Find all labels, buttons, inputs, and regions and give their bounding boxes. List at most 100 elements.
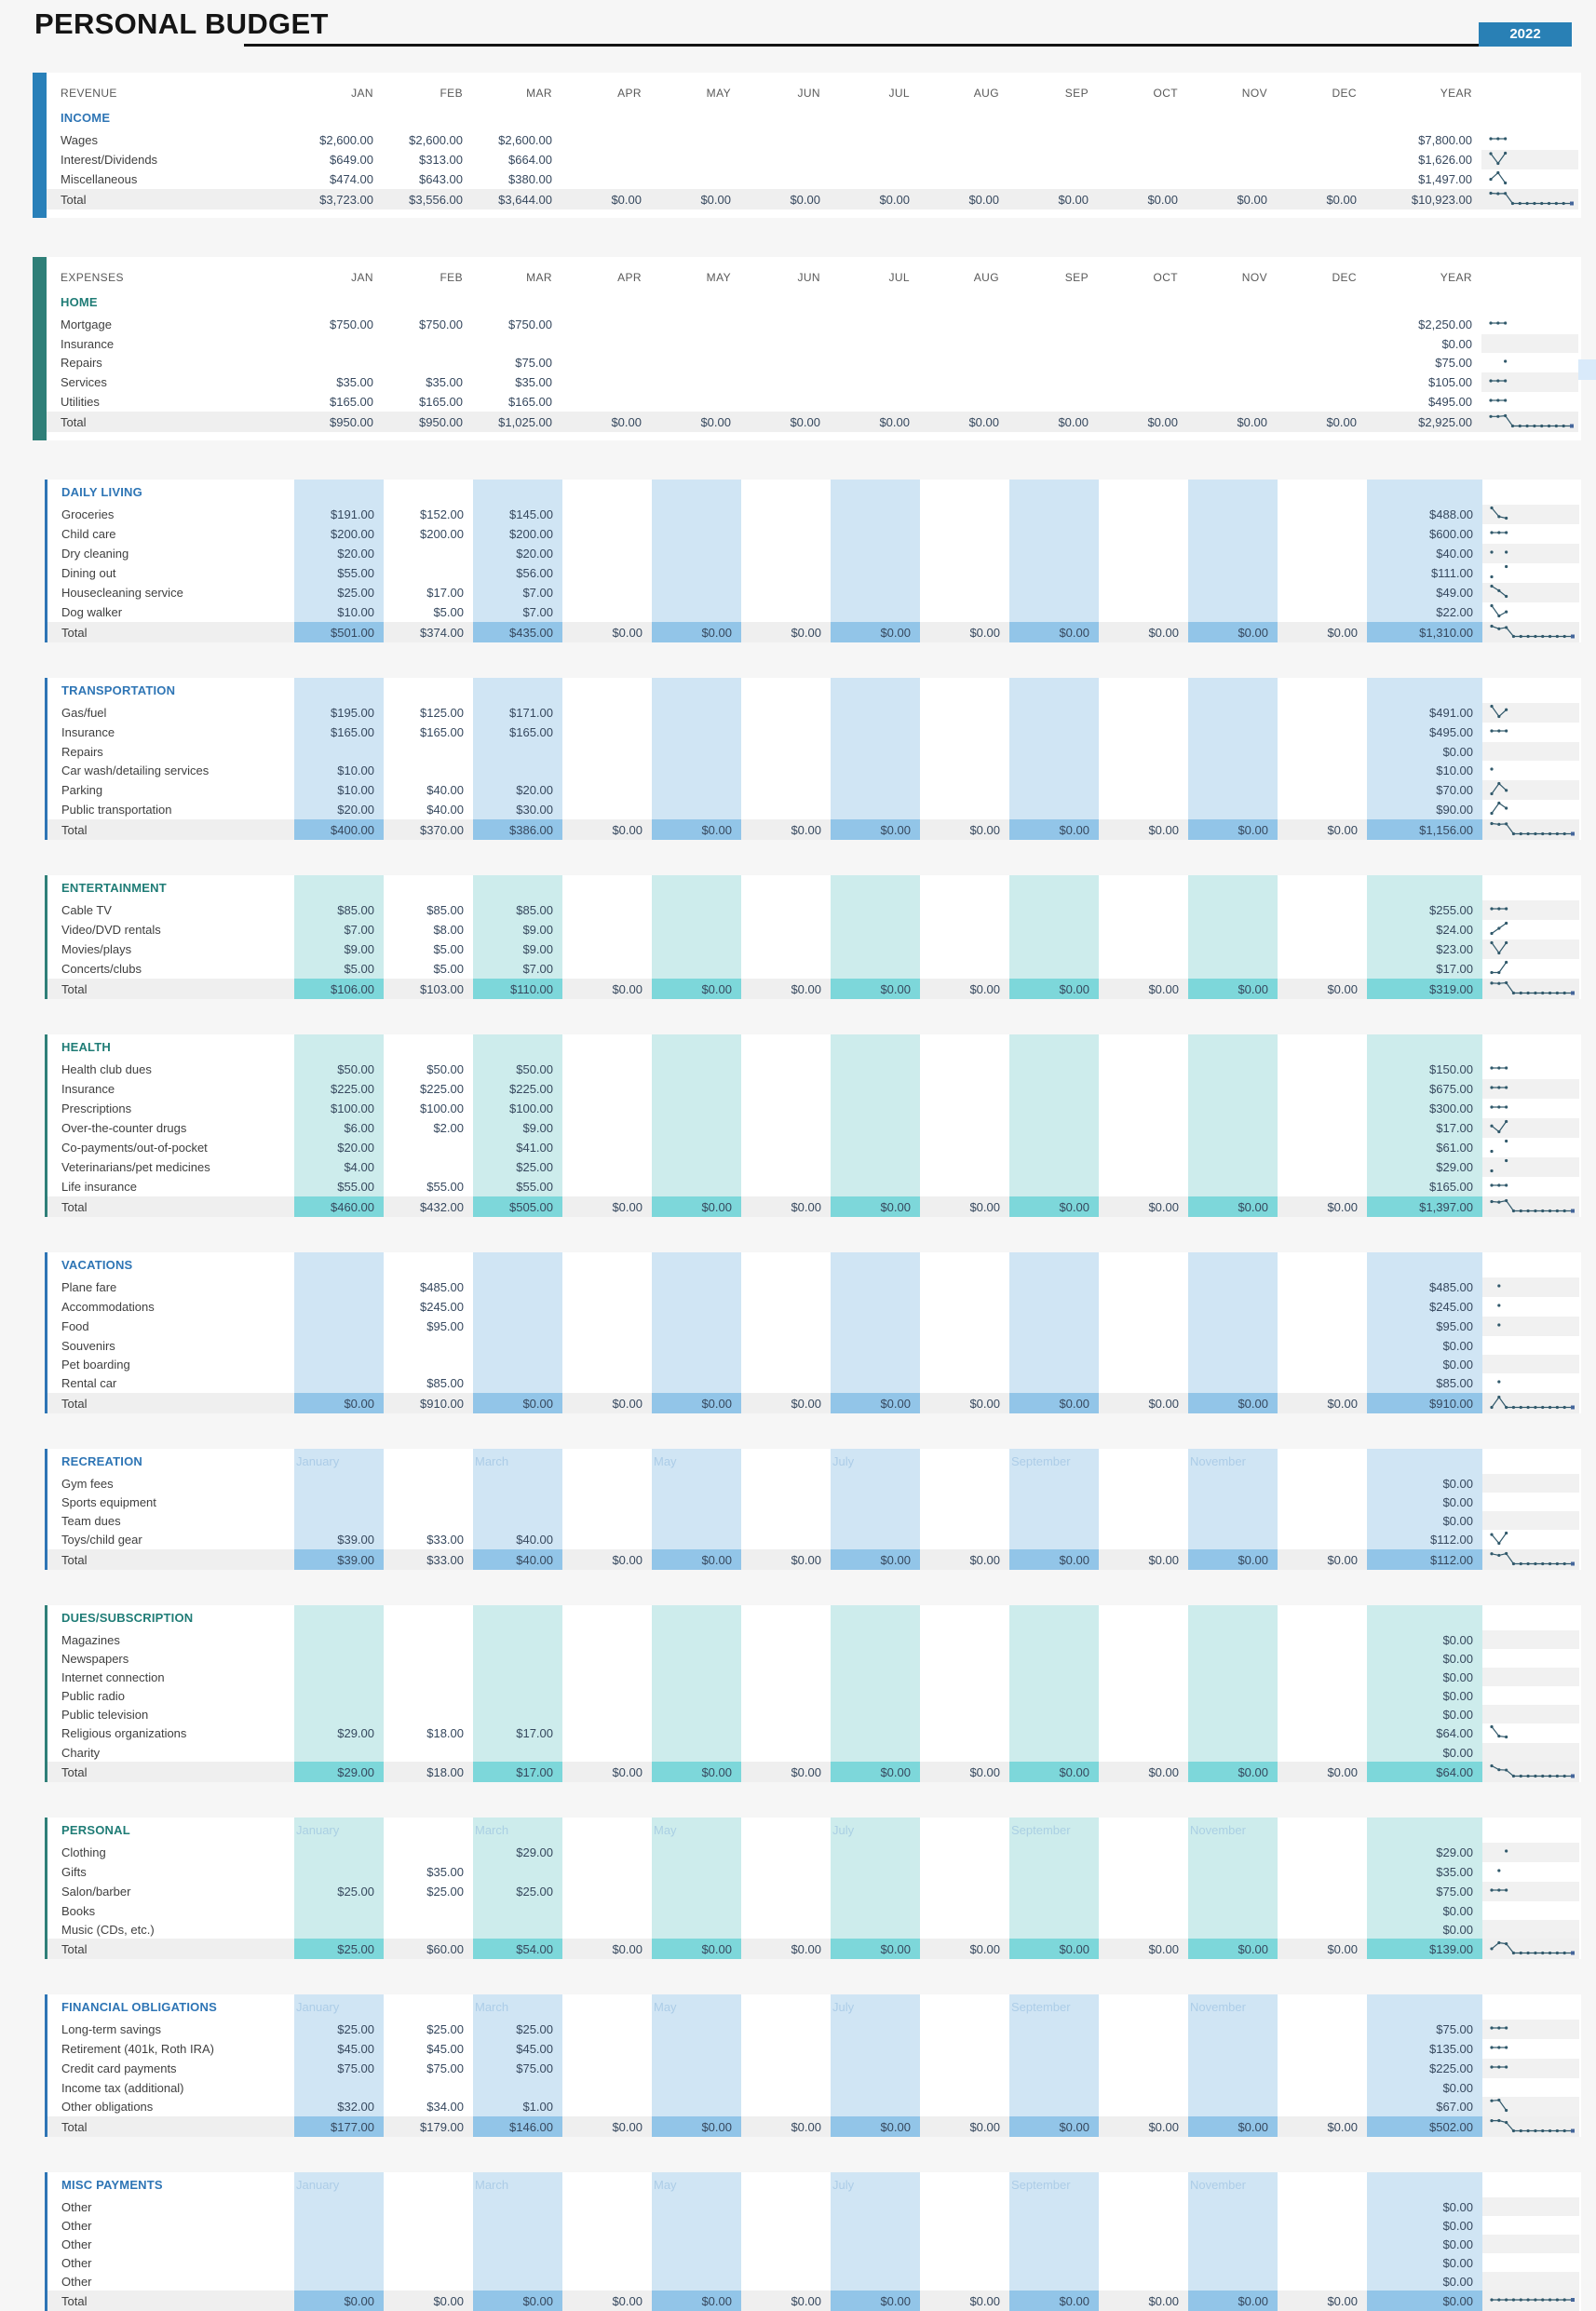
month-value-cell[interactable]	[1188, 1317, 1278, 1336]
spark-cell[interactable]	[1482, 563, 1579, 583]
month-value-cell[interactable]	[294, 1668, 384, 1686]
month-value-cell[interactable]	[1009, 2059, 1099, 2078]
month-value-cell[interactable]	[740, 169, 830, 189]
month-value-cell[interactable]: $152.00	[420, 507, 464, 521]
month-cell[interactable]	[1099, 1605, 1188, 1630]
spark-cell[interactable]	[1482, 1630, 1579, 1649]
total-label-cell[interactable]: Total	[47, 819, 294, 840]
row-label-cell[interactable]: Video/DVD rentals	[61, 923, 161, 937]
month-value-cell[interactable]	[561, 334, 651, 353]
month-value-cell[interactable]	[652, 1060, 741, 1079]
total-label-cell[interactable]: Total	[47, 1549, 294, 1570]
total-value-cell[interactable]: $0.00	[1009, 1549, 1099, 1570]
month-value-cell[interactable]	[831, 1901, 920, 1920]
month-value-cell[interactable]: $25.00	[294, 2020, 384, 2039]
year-value-cell[interactable]: $491.00	[1367, 703, 1482, 723]
month-value-cell[interactable]	[920, 1118, 1009, 1138]
month-cell[interactable]	[1099, 1034, 1188, 1060]
month-value-cell[interactable]: $35.00	[426, 1865, 464, 1879]
month-cell[interactable]: November	[1188, 2172, 1278, 2197]
total-value-cell[interactable]: $0.00	[1278, 2116, 1367, 2137]
month-cell[interactable]	[651, 290, 740, 315]
month-cell[interactable]	[294, 1034, 384, 1060]
month-value-cell[interactable]	[651, 353, 740, 372]
month-value-cell[interactable]	[1188, 1118, 1278, 1138]
total-year-cell[interactable]: $1,310.00	[1367, 622, 1482, 642]
month-value-cell[interactable]	[1188, 703, 1278, 723]
month-value-cell[interactable]	[651, 392, 740, 412]
month-value-cell[interactable]	[830, 315, 919, 334]
month-value-cell[interactable]	[652, 1686, 741, 1705]
month-value-cell[interactable]	[920, 1493, 1009, 1511]
spark-cell[interactable]	[1482, 1355, 1579, 1373]
month-header-cell[interactable]: OCT	[1153, 87, 1178, 100]
spark-cell[interactable]	[1482, 875, 1579, 900]
spark-cell[interactable]	[1482, 1177, 1579, 1196]
month-value-cell[interactable]: $50.00	[426, 1062, 464, 1076]
total-value-cell[interactable]: $0.00	[920, 1196, 1009, 1217]
total-value-cell[interactable]: $0.00	[741, 2116, 831, 2137]
month-value-cell[interactable]	[651, 130, 740, 150]
spark-cell[interactable]	[1482, 622, 1579, 642]
row-label-cell[interactable]: Retirement (401k, Roth IRA)	[61, 2042, 215, 2056]
month-value-cell[interactable]	[652, 1705, 741, 1723]
month-value-cell[interactable]	[384, 1743, 473, 1762]
year-value-cell[interactable]: $488.00	[1367, 505, 1482, 524]
month-value-cell[interactable]: $10.00	[294, 602, 384, 622]
month-value-cell[interactable]	[562, 1668, 652, 1686]
month-value-cell[interactable]	[384, 1355, 473, 1373]
month-header-cell[interactable]: JUL	[888, 87, 910, 100]
year-value-cell[interactable]: $0.00	[1367, 2235, 1482, 2253]
month-value-cell[interactable]	[652, 761, 741, 780]
month-value-cell[interactable]	[652, 2272, 741, 2291]
month-value-cell[interactable]	[652, 2020, 741, 2039]
total-value-cell[interactable]: $0.00	[920, 1393, 1009, 1413]
scrollbar-fragment[interactable]	[1578, 359, 1596, 380]
section-title-cell[interactable]: VACATIONS	[61, 1258, 133, 1272]
month-value-cell[interactable]	[1187, 392, 1277, 412]
month-value-cell[interactable]: $30.00	[473, 800, 562, 819]
month-value-cell[interactable]	[920, 1079, 1009, 1099]
month-cell[interactable]	[1278, 1034, 1367, 1060]
month-cell[interactable]	[383, 290, 472, 315]
month-value-cell[interactable]	[1278, 1649, 1367, 1668]
month-value-cell[interactable]	[1278, 1079, 1367, 1099]
month-value-cell[interactable]	[1009, 1277, 1099, 1297]
month-value-cell[interactable]	[294, 742, 384, 761]
total-value-cell[interactable]: $0.00	[1188, 1196, 1278, 1217]
year-value-cell[interactable]: $105.00	[1428, 375, 1472, 389]
month-value-cell[interactable]	[384, 2272, 473, 2291]
month-value-cell[interactable]	[652, 800, 741, 819]
year-value-cell[interactable]: $0.00	[1367, 1668, 1482, 1686]
month-value-cell[interactable]	[920, 1060, 1009, 1079]
month-cell[interactable]	[473, 1034, 562, 1060]
month-cell[interactable]	[294, 480, 384, 505]
total-value-cell[interactable]: $0.00	[831, 622, 920, 642]
month-cell[interactable]	[384, 1449, 473, 1474]
month-value-cell[interactable]: $10.00	[294, 761, 384, 780]
section-title-cell[interactable]: DAILY LIVING	[61, 485, 142, 499]
total-value-cell[interactable]: $0.00	[652, 1549, 741, 1570]
month-value-cell[interactable]	[1277, 315, 1366, 334]
month-cell[interactable]	[1278, 875, 1367, 900]
spark-cell[interactable]	[1482, 1649, 1579, 1668]
month-value-cell[interactable]	[652, 1843, 741, 1862]
month-value-cell[interactable]	[1278, 1493, 1367, 1511]
total-value-cell[interactable]: $0.00	[473, 1393, 562, 1413]
month-value-cell[interactable]	[741, 1317, 831, 1336]
spark-cell[interactable]	[1482, 1449, 1579, 1474]
total-value-cell[interactable]: $910.00	[384, 1393, 473, 1413]
month-value-cell[interactable]: $35.00	[515, 375, 552, 389]
month-value-cell[interactable]	[1278, 1920, 1367, 1939]
month-value-cell[interactable]	[1099, 2059, 1188, 2078]
spark-cell[interactable]	[1482, 1530, 1579, 1549]
year-value-cell[interactable]: $600.00	[1367, 524, 1482, 544]
month-value-cell[interactable]: $4.00	[294, 1157, 384, 1177]
month-cell[interactable]: November	[1188, 1818, 1278, 1843]
month-value-cell[interactable]	[920, 2216, 1009, 2235]
month-value-cell[interactable]	[831, 1336, 920, 1355]
month-value-cell[interactable]	[831, 1317, 920, 1336]
month-value-cell[interactable]	[1099, 780, 1188, 800]
month-value-cell[interactable]: $41.00	[473, 1138, 562, 1157]
month-value-cell[interactable]	[920, 2039, 1009, 2059]
